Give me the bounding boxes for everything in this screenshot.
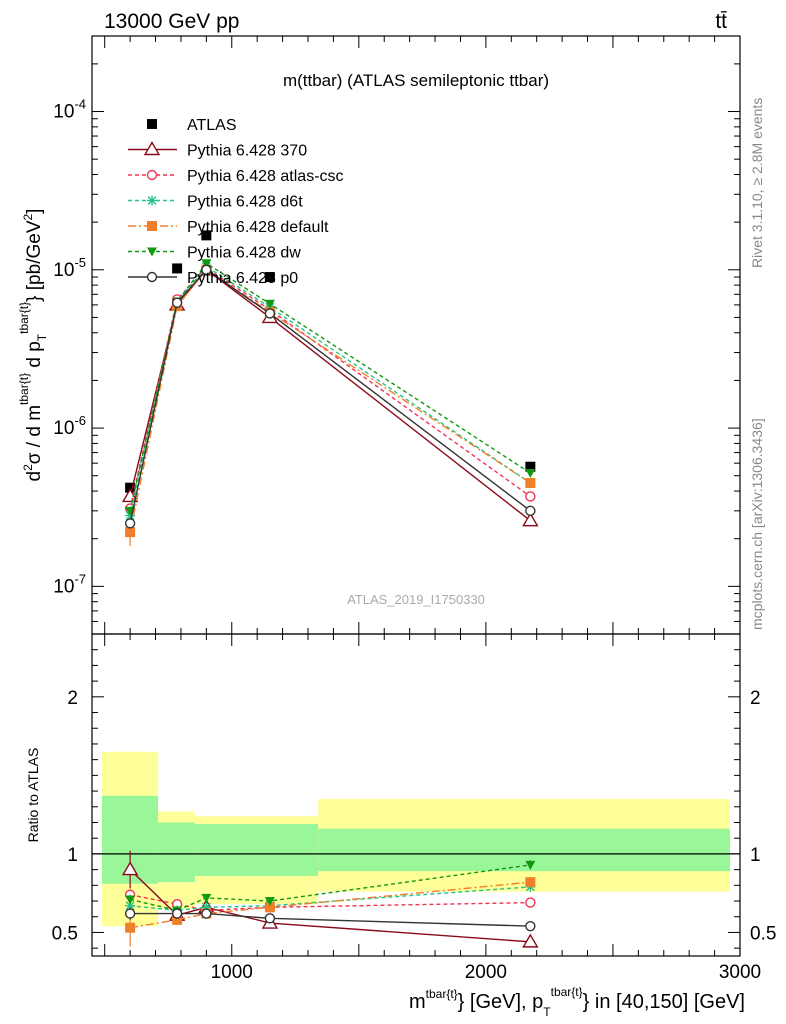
ratio-panel: 0.5 0.5 1 1 2 2 1000 2000 3000	[52, 633, 776, 983]
ratio-point	[124, 908, 136, 919]
series-line	[129, 268, 531, 522]
data-point	[172, 263, 183, 274]
y-tick-label: 10-4	[53, 97, 86, 123]
header-energy: 13000 GeV pp	[104, 10, 239, 33]
ratio-point	[525, 920, 536, 932]
legend-item: Pythia 6.428 d6t	[128, 194, 303, 211]
legend-item: Pythia 6.428 370	[128, 141, 307, 160]
series-line	[129, 265, 531, 516]
series-atlas	[125, 230, 536, 493]
ratio-point	[201, 893, 212, 903]
ratio-point	[172, 914, 183, 925]
data-point	[124, 518, 136, 529]
ratio-point	[264, 897, 275, 907]
ratio-y-tick-label-right: 2	[750, 688, 761, 709]
legend-item: Pythia 6.428 default	[128, 219, 329, 236]
legend-item: Pythia 6.428 dw	[128, 245, 301, 262]
main-plot-title: m(ttbar) (ATLAS semileptonic ttbar)	[283, 71, 549, 90]
series-pythia-6-428-p0	[124, 264, 536, 529]
legend-marker	[147, 247, 157, 257]
legend-item: Pythia 6.428 atlas-csc	[128, 168, 344, 185]
x-tick-label: 3000	[719, 962, 761, 983]
ratio-y-tick-label: 1	[67, 845, 78, 866]
mcplots-reference-label: mcplots.cern.ch [arXiv:1306.3436]	[749, 418, 765, 630]
data-point	[525, 505, 536, 517]
main-y-axis-label: d2σ / d mtbar{t} d pTtbar{t}} [pb/GeV2]	[17, 209, 49, 482]
analysis-watermark: ATLAS_2019_I1750330	[347, 592, 485, 607]
ratio-point	[125, 895, 136, 905]
data-point	[525, 469, 536, 479]
x-tick-label: 1000	[211, 962, 253, 983]
main-panel: 10-7 10-6 10-5 10-4 m(ttbar) (ATLAS semilep…	[53, 35, 741, 635]
legend-item: Pythia 6.428 p0	[128, 270, 298, 287]
ratio-y-tick-label-right: 1	[750, 845, 761, 866]
data-point	[522, 512, 539, 527]
legend-marker	[146, 169, 158, 181]
x-axis-label: mtbar{t}} [GeV], pTtbar{t}} in [40,150] …	[409, 985, 745, 1019]
data-point	[525, 477, 536, 488]
y-tick-label: 10-7	[53, 571, 86, 597]
ratio-y-axis-label: Ratio to ATLAS	[25, 748, 41, 843]
legend-marker	[147, 119, 157, 129]
uncertainty-band-inner	[158, 822, 195, 883]
series-line	[129, 267, 531, 509]
x-tick-label: 2000	[465, 962, 507, 983]
legend-label: Pythia 6.428 d6t	[187, 194, 303, 211]
data-point	[171, 297, 183, 308]
svg-text:d2σ / d mtbar{t} d pTtbar{t}}: d2σ / d mtbar{t} d pTtbar{t}} [pb/GeV2]	[17, 209, 49, 482]
svg-text:mtbar{t}} [GeV], pTtbar{t}} in: mtbar{t}} [GeV], pTtbar{t}} in [40,150] …	[409, 985, 745, 1019]
legend-marker	[147, 221, 157, 231]
ratio-point	[525, 860, 536, 870]
header-process: tt̄	[715, 10, 727, 33]
ratio-point	[171, 908, 183, 919]
ratio-y-tick-label: 0.5	[52, 923, 78, 944]
ratio-point	[201, 908, 212, 919]
legend-marker	[143, 141, 161, 156]
y-tick-label: 10-6	[53, 413, 86, 439]
legend-label: Pythia 6.428 dw	[187, 245, 301, 262]
legend-marker	[146, 271, 158, 283]
ratio-point	[525, 897, 536, 908]
data-point	[525, 461, 536, 472]
data-point	[264, 272, 275, 283]
uncertainty-band-inner	[194, 824, 319, 876]
ratio-line	[130, 912, 531, 927]
legend-label: Pythia 6.428 default	[187, 219, 329, 236]
data-point	[264, 308, 276, 319]
ratio-y-tick-label: 2	[67, 688, 78, 709]
ratio-point	[121, 861, 139, 876]
series-pythia-6-428-default	[125, 264, 536, 546]
legend-marker	[147, 195, 157, 206]
data-point	[125, 527, 136, 538]
series-pythia-6-428-370	[121, 261, 539, 527]
legend-item: ATLAS	[147, 117, 237, 134]
ratio-y-tick-label-right: 0.5	[750, 923, 776, 944]
data-point	[525, 491, 536, 502]
series-pythia-6-428-d6t	[125, 261, 536, 521]
legend-label: Pythia 6.428 atlas-csc	[187, 168, 344, 185]
ratio-point	[522, 933, 539, 948]
y-tick-label: 10-5	[53, 255, 86, 281]
ratio-point	[525, 877, 536, 888]
legend: ATLAS Pythia 6.428 370 Pythia 6.428 atlas-…	[128, 117, 344, 287]
ratio-point	[125, 922, 136, 933]
rivet-version-label: Rivet 3.1.10, ≥ 2.8M events	[749, 98, 765, 268]
ratio-line	[130, 881, 531, 929]
data-point	[125, 482, 136, 493]
series-line	[129, 268, 531, 524]
ratio-series-pythia-6-428-p0	[124, 907, 536, 932]
legend-label: Pythia 6.428 p0	[187, 270, 298, 287]
data-point	[201, 264, 212, 275]
ratio-frame	[91, 633, 741, 957]
series-line	[129, 268, 531, 533]
legend-label: ATLAS	[187, 117, 237, 134]
data-point	[201, 230, 212, 241]
data-point	[201, 259, 212, 269]
data-point	[264, 299, 275, 309]
legend-label: Pythia 6.428 370	[187, 143, 307, 160]
ratio-point	[264, 902, 275, 913]
ratio-point	[264, 913, 276, 924]
uncertainty-band-inner	[318, 828, 730, 872]
